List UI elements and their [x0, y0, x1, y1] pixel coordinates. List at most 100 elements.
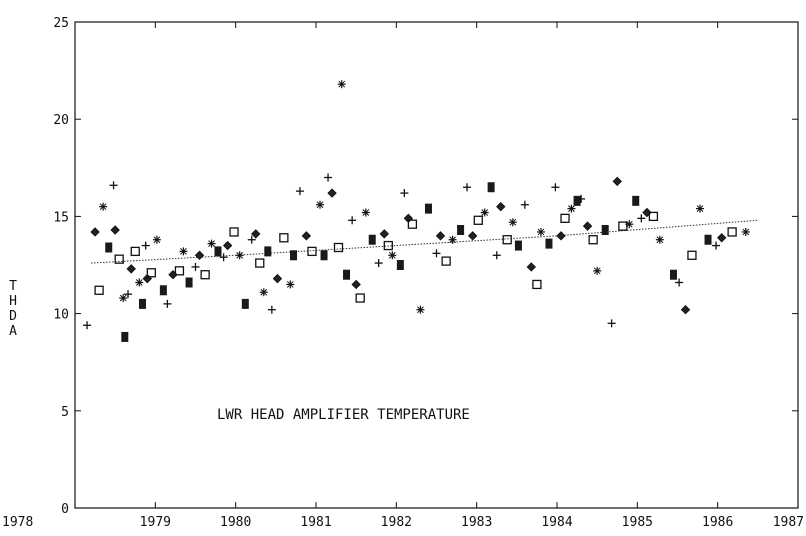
data-points [83, 80, 750, 342]
data-point [214, 246, 222, 257]
x-tick-label: 1982 [381, 515, 412, 530]
trend-line [91, 219, 758, 264]
data-point [716, 233, 727, 243]
data-point [241, 298, 249, 309]
data-point [712, 241, 721, 250]
data-point [424, 203, 432, 214]
x-tick-label: 1987 [773, 515, 804, 530]
data-point [307, 246, 317, 257]
data-point [492, 251, 501, 260]
data-point [191, 262, 200, 271]
data-point [229, 227, 239, 237]
data-point [577, 194, 586, 203]
data-point [487, 182, 495, 193]
data-point [83, 321, 92, 330]
y-tick-label: 20 [53, 113, 69, 128]
data-point [601, 225, 609, 236]
data-point [687, 250, 697, 260]
data-point [114, 254, 124, 264]
data-point [185, 277, 193, 288]
data-point [138, 298, 146, 309]
data-point [361, 208, 370, 217]
data-point [264, 246, 272, 257]
data-point [121, 331, 129, 342]
data-point [200, 270, 210, 280]
data-point [612, 176, 622, 187]
x-tick-label: 1983 [461, 515, 492, 530]
data-point [588, 235, 598, 245]
data-point [333, 242, 344, 253]
data-point [316, 200, 325, 209]
data-point [545, 238, 553, 249]
data-point [368, 234, 376, 245]
data-point [94, 285, 104, 295]
data-point [152, 235, 161, 244]
data-point [141, 241, 150, 250]
data-point [343, 269, 351, 280]
data-point [480, 208, 489, 217]
data-point [407, 219, 418, 229]
y-tick-label: 15 [53, 210, 69, 225]
data-point [207, 239, 216, 248]
data-point [400, 189, 409, 198]
y-tick-label: 10 [53, 308, 69, 323]
data-point [174, 266, 185, 276]
data-point [704, 234, 712, 245]
y-label-letter: T [9, 279, 17, 294]
x-tick-label: 1981 [300, 515, 331, 530]
y-tick-label: 5 [61, 405, 69, 420]
data-point [632, 195, 640, 206]
data-point [675, 278, 684, 287]
data-point [290, 250, 298, 261]
data-point [396, 260, 404, 270]
x-tick-label: 1986 [702, 515, 733, 530]
x-tick-label: 1980 [220, 515, 251, 530]
data-point [502, 235, 512, 245]
data-point [146, 268, 156, 278]
data-point [355, 293, 365, 303]
data-point [135, 278, 144, 287]
data-point [126, 264, 136, 274]
data-point [267, 305, 276, 314]
y-label-letter: D [9, 309, 17, 324]
data-point [463, 183, 472, 192]
data-point [655, 235, 664, 244]
data-point [130, 246, 140, 257]
data-point [637, 214, 646, 223]
data-point [441, 256, 451, 266]
data-point [556, 231, 566, 241]
data-point [532, 279, 542, 290]
data-point [669, 269, 677, 280]
data-point [255, 258, 265, 268]
data-point [727, 227, 737, 237]
data-point [383, 240, 393, 251]
data-point [593, 266, 602, 275]
data-point [648, 211, 659, 222]
chart-annotation: LWR HEAD AMPLIFIER TEMPERATURE [217, 407, 470, 423]
data-point [374, 259, 383, 268]
data-point [286, 280, 295, 289]
data-point [251, 229, 261, 239]
data-point [435, 231, 446, 241]
data-point [259, 288, 268, 297]
data-point [351, 279, 361, 290]
data-point [567, 204, 576, 213]
data-point [109, 181, 118, 190]
data-point [110, 225, 120, 235]
data-point [625, 220, 634, 229]
data-point [582, 221, 593, 231]
data-point [526, 262, 537, 272]
data-point [219, 253, 228, 262]
x-axis: 1978 1979 1980 1981 1982 1983 1984 1985 1986 1987 [2, 22, 804, 530]
data-point [124, 290, 133, 299]
data-point [247, 235, 256, 244]
y-label-letter: H [9, 294, 17, 309]
data-point [163, 299, 172, 308]
data-point [467, 231, 478, 241]
data-point [573, 195, 581, 206]
data-point [320, 250, 328, 261]
data-point [388, 251, 397, 260]
x-tick-label: 1978 [2, 515, 33, 530]
